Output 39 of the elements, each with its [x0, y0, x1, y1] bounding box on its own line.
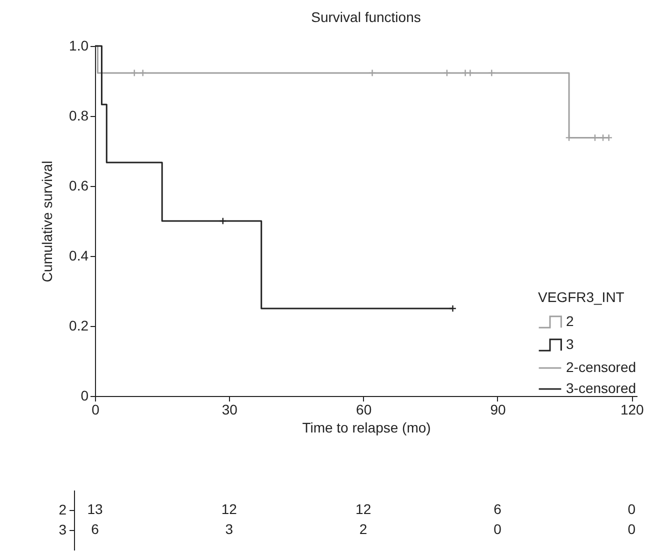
point: [219, 217, 227, 225]
point: [462, 69, 470, 77]
text: 13: [87, 501, 103, 517]
y-tick-label: 0.8: [69, 108, 89, 124]
x-tick-label: 0: [92, 402, 100, 418]
legend-label: 3: [566, 336, 574, 352]
point: [466, 69, 474, 77]
text: 2: [359, 521, 368, 537]
y-tick-label: 0.4: [69, 248, 89, 264]
y-tick-label: 0: [80, 388, 89, 404]
text: 6: [494, 501, 502, 517]
x-tick-label: 120: [620, 402, 644, 418]
x-tick-label: 30: [222, 402, 238, 418]
text: 12: [356, 501, 372, 517]
point: [130, 69, 138, 77]
legend-title: VEGFR3_INT: [538, 289, 625, 305]
x-axis-title: Time to relapse (mo): [302, 420, 431, 436]
y-tick-label: 0.2: [69, 318, 89, 334]
x-tick-label: 90: [490, 402, 506, 418]
x-tick-label: 60: [356, 402, 372, 418]
text: 12: [221, 501, 237, 517]
text: 3: [225, 521, 234, 537]
y-axis-title: Cumulative survival: [39, 160, 56, 282]
text: 0: [628, 521, 636, 537]
text: 6: [91, 521, 99, 537]
legend-label: 2-censored: [566, 359, 636, 375]
chart-title: Survival functions: [311, 9, 421, 25]
y-tick-label: 0.6: [69, 178, 89, 194]
text: 0: [494, 521, 502, 537]
point: [488, 69, 496, 77]
category-label: 2: [58, 502, 66, 518]
text: 0: [628, 501, 636, 517]
point: [443, 69, 451, 77]
legend-label: 3-censored: [566, 380, 636, 396]
point: [368, 69, 376, 77]
point: [139, 69, 147, 77]
category-label: 3: [58, 522, 66, 538]
y-tick-label: 1.0: [69, 38, 89, 54]
legend-label: 2: [566, 313, 574, 329]
